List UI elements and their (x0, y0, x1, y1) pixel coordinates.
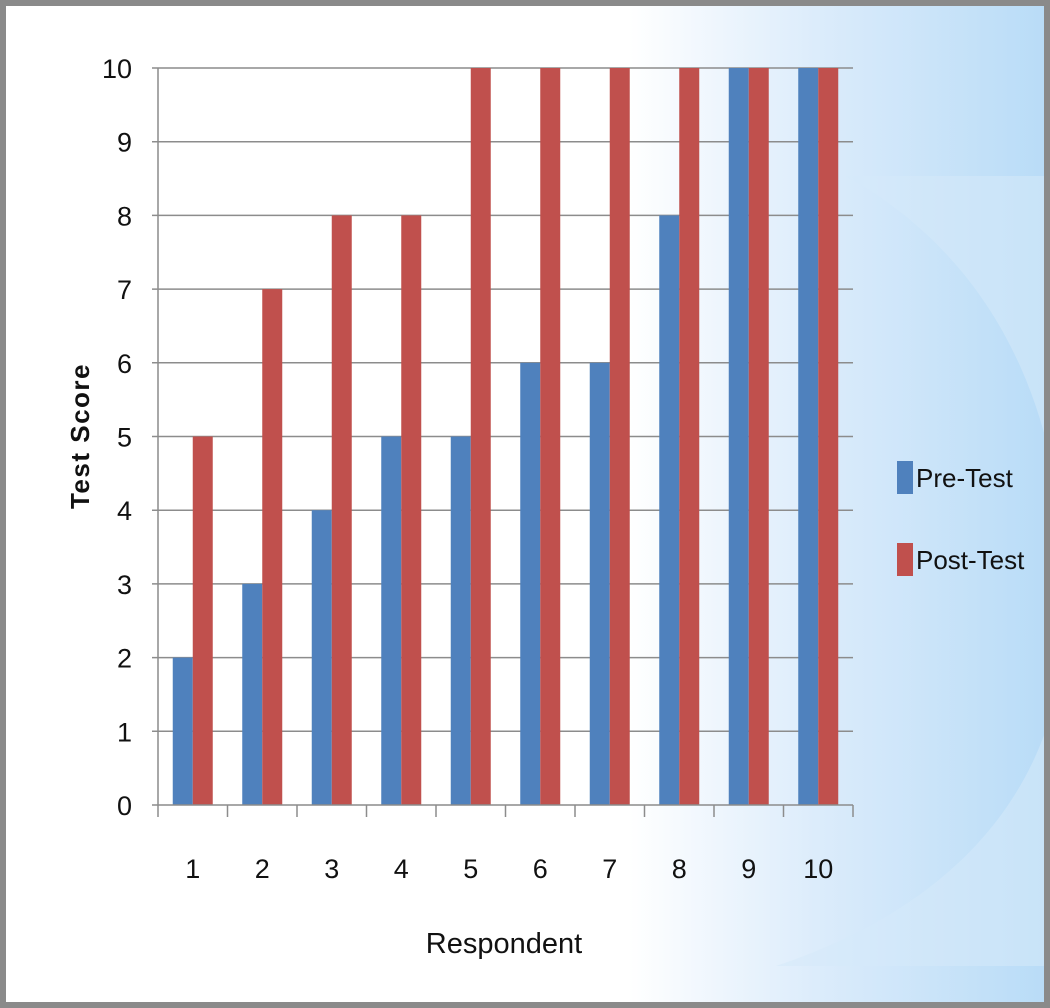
x-tick-labels: 1 2 3 4 5 6 7 8 9 10 (185, 854, 833, 884)
y-tick-label: 2 (117, 644, 132, 674)
bar-post-test-7 (609, 68, 630, 805)
bar-post-test-5 (470, 68, 491, 805)
y-tick-label: 5 (117, 423, 132, 453)
bar-pre-test-8 (659, 215, 680, 805)
legend-swatch-pre-test (897, 461, 913, 494)
y-tick-label: 3 (117, 570, 132, 600)
x-tick-label: 3 (324, 854, 339, 884)
bar-pre-test-2 (242, 583, 263, 805)
x-tick-label: 4 (394, 854, 409, 884)
bar-post-test-4 (401, 215, 422, 805)
bar-post-test-2 (262, 289, 283, 806)
bar-pre-test-5 (450, 436, 471, 805)
y-tick-label: 7 (117, 275, 132, 305)
bar-pre-test-4 (381, 436, 402, 805)
bar-post-test-3 (331, 215, 352, 805)
bar-chart: 0 1 2 3 4 5 6 7 8 9 10 1 2 3 4 5 6 7 8 9 10 Test Score Resp… (65, 54, 1044, 966)
bar-pre-test-9 (728, 68, 749, 805)
y-tick-label: 1 (117, 717, 132, 747)
y-tick-label: 10 (102, 54, 132, 84)
y-tick-labels: 0 1 2 3 4 5 6 7 8 9 10 (102, 54, 132, 821)
legend: Pre-Test Post-Test (897, 461, 1025, 576)
x-tick-label: 6 (533, 854, 548, 884)
y-axis-title: Test Score (65, 363, 95, 509)
y-tick-label: 8 (117, 201, 132, 231)
bar-pre-test-7 (589, 362, 610, 805)
y-tick-label: 4 (117, 496, 132, 526)
legend-label-post-test: Post-Test (916, 545, 1025, 575)
bar-post-test-8 (679, 68, 700, 805)
bar-post-test-1 (192, 436, 213, 805)
legend-label-pre-test: Pre-Test (916, 463, 1014, 493)
x-tick-label: 9 (741, 854, 756, 884)
bar-post-test-10 (818, 68, 839, 805)
bar-pre-test-1 (172, 657, 193, 805)
x-tick-label: 7 (602, 854, 617, 884)
y-tick-label: 0 (117, 791, 132, 821)
x-tick-label: 5 (463, 854, 478, 884)
y-tick-label: 9 (117, 128, 132, 158)
background-swoosh (776, 176, 1044, 966)
legend-item-pre-test[interactable]: Pre-Test (897, 461, 1014, 494)
axes (152, 68, 854, 817)
bars (172, 68, 839, 806)
x-tick-label: 2 (255, 854, 270, 884)
x-tick-label: 10 (803, 854, 833, 884)
bar-pre-test-3 (311, 510, 332, 805)
x-tick-label: 8 (672, 854, 687, 884)
x-axis-title: Respondent (426, 928, 582, 960)
bar-pre-test-10 (798, 68, 819, 805)
bar-post-test-9 (748, 68, 769, 805)
y-tick-label: 6 (117, 349, 132, 379)
legend-swatch-post-test (897, 543, 913, 576)
legend-item-post-test[interactable]: Post-Test (897, 543, 1025, 576)
bar-post-test-6 (540, 68, 561, 805)
bar-pre-test-6 (520, 362, 541, 805)
x-tick-label: 1 (185, 854, 200, 884)
